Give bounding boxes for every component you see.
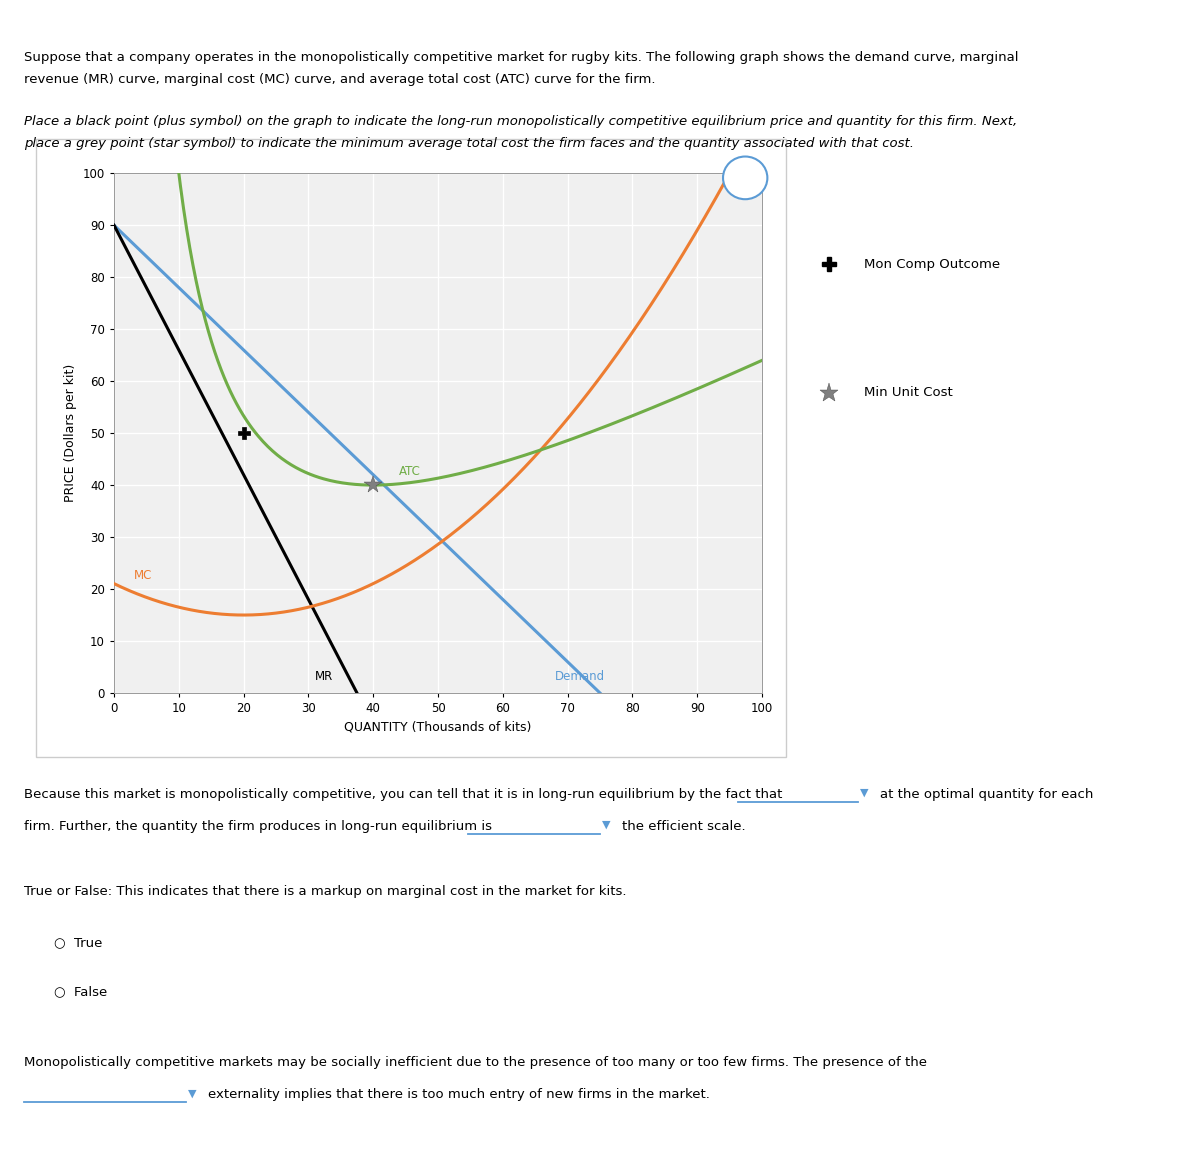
- Text: Place a black point (plus symbol) on the graph to indicate the long-run monopoli: Place a black point (plus symbol) on the…: [24, 116, 1018, 128]
- Text: ATC: ATC: [400, 464, 421, 478]
- Text: place a grey point (star symbol) to indicate the minimum average total cost the : place a grey point (star symbol) to indi…: [24, 137, 914, 150]
- Text: revenue (MR) curve, marginal cost (MC) curve, and average total cost (ATC) curve: revenue (MR) curve, marginal cost (MC) c…: [24, 73, 655, 85]
- Text: ▼: ▼: [602, 820, 611, 830]
- Text: Monopolistically competitive markets may be socially inefficient due to the pres: Monopolistically competitive markets may…: [24, 1056, 928, 1070]
- Y-axis label: PRICE (Dollars per kit): PRICE (Dollars per kit): [64, 364, 77, 502]
- Text: ?: ?: [742, 171, 749, 185]
- Text: MR: MR: [314, 670, 334, 683]
- Text: Min Unit Cost: Min Unit Cost: [864, 386, 953, 400]
- X-axis label: QUANTITY (Thousands of kits): QUANTITY (Thousands of kits): [344, 721, 532, 733]
- Text: the efficient scale.: the efficient scale.: [622, 820, 745, 833]
- Text: Mon Comp Outcome: Mon Comp Outcome: [864, 258, 1000, 271]
- Text: True or False: This indicates that there is a markup on marginal cost in the mar: True or False: This indicates that there…: [24, 885, 626, 897]
- Text: MC: MC: [133, 568, 152, 582]
- Circle shape: [724, 157, 767, 199]
- Text: ▼: ▼: [188, 1088, 197, 1098]
- Text: ○  True: ○ True: [54, 937, 102, 949]
- Text: Demand: Demand: [554, 670, 605, 683]
- Text: at the optimal quantity for each: at the optimal quantity for each: [880, 788, 1093, 800]
- Text: Because this market is monopolistically competitive, you can tell that it is in : Because this market is monopolistically …: [24, 788, 782, 800]
- Text: firm. Further, the quantity the firm produces in long-run equilibrium is: firm. Further, the quantity the firm pro…: [24, 820, 492, 833]
- Text: externality implies that there is too much entry of new firms in the market.: externality implies that there is too mu…: [208, 1088, 709, 1102]
- Text: ▼: ▼: [860, 788, 869, 798]
- Text: Suppose that a company operates in the monopolistically competitive market for r: Suppose that a company operates in the m…: [24, 51, 1019, 64]
- Text: ○  False: ○ False: [54, 985, 107, 998]
